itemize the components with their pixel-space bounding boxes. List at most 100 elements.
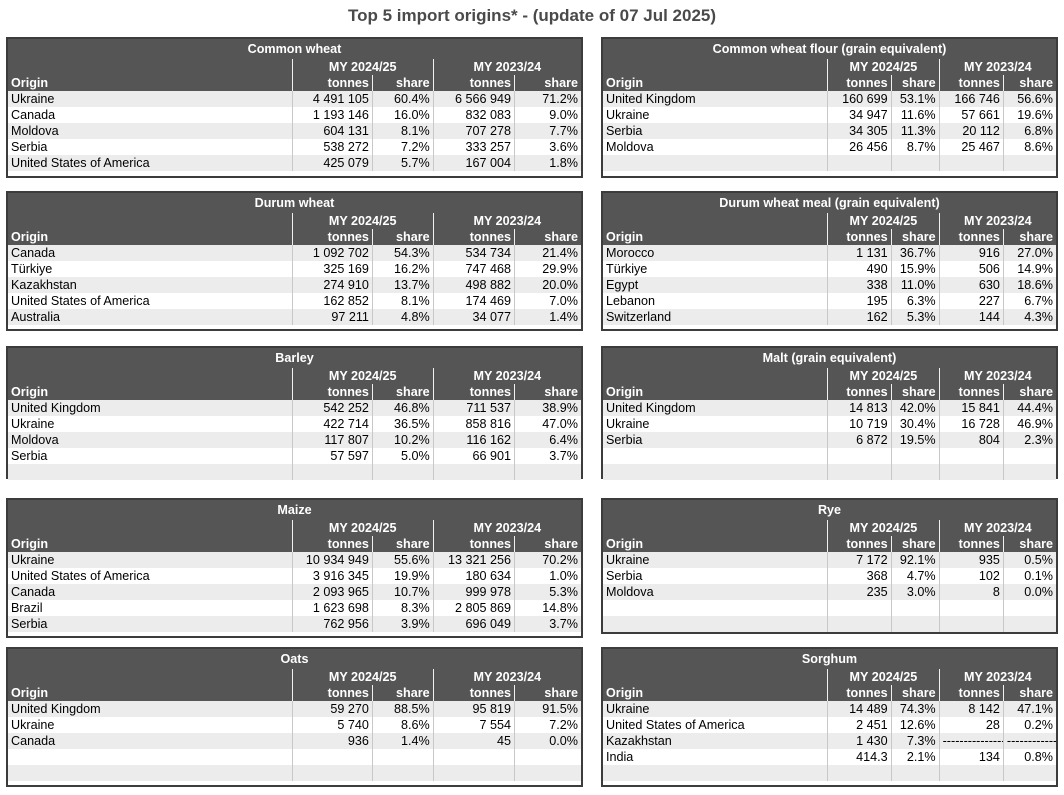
table-row: Serbia 368 4.7% 102 0.1% — [603, 568, 1056, 584]
cell-share-current: 4.8% — [371, 309, 434, 325]
import-table: Common wheat MY 2024/25 MY 2023/24 Origin to… — [8, 39, 581, 171]
table-panel-maize: Maize MY 2024/25 MY 2023/24 Origin tonnes sha… — [6, 498, 583, 638]
cell-tonnes-current: 160 699 — [827, 91, 892, 107]
header-period-previous: MY 2023/24 — [938, 59, 1056, 75]
cell-tonnes-current: 490 — [827, 261, 892, 277]
cell-origin: Switzerland — [603, 309, 828, 325]
table-row: Kazakhstan 274 910 13.7% 498 882 20.0% — [8, 277, 581, 293]
header-origin: Origin — [8, 536, 293, 552]
table-row: United States of America 425 079 5.7% 167 0… — [8, 155, 581, 171]
table-row: United States of America 3 916 345 19.9% 18… — [8, 568, 581, 584]
header-tonnes: tonnes — [827, 75, 892, 91]
cell-tonnes-current: 542 252 — [291, 400, 373, 416]
table-row: Australia 97 211 4.8% 34 077 1.4% — [8, 309, 581, 325]
cell-tonnes-previous: 858 816 — [432, 416, 515, 432]
cell-share-previous: 1.8% — [514, 155, 581, 171]
header-tonnes: tonnes — [827, 536, 892, 552]
cell-origin: Morocco — [603, 245, 828, 261]
table-row: Moldova 117 807 10.2% 116 162 6.4% — [8, 432, 581, 448]
cell-share-previous: 4.3% — [1002, 309, 1056, 325]
cell-tonnes-current: 274 910 — [291, 277, 373, 293]
cell-tonnes-current: 1 092 702 — [291, 245, 373, 261]
header-tonnes: tonnes — [938, 229, 1004, 245]
cell-share-previous — [1002, 155, 1056, 171]
header-period-current: MY 2024/25 — [827, 520, 940, 536]
cell-tonnes-current: 117 807 — [291, 432, 373, 448]
cell-tonnes-current: 604 131 — [291, 123, 373, 139]
table-row — [603, 464, 1056, 480]
cell-tonnes-previous: 506 — [938, 261, 1004, 277]
cell-share-previous: 6.8% — [1002, 123, 1056, 139]
table-row — [603, 765, 1056, 781]
cell-share-previous: 3.7% — [514, 448, 581, 464]
cell-tonnes-previous — [432, 464, 515, 480]
cell-tonnes-previous: 102 — [938, 568, 1004, 584]
table-row: Serbia 6 872 19.5% 804 2.3% — [603, 432, 1056, 448]
cell-share-previous — [1002, 616, 1056, 632]
table-row: Morocco 1 131 36.7% 916 27.0% — [603, 245, 1056, 261]
cell-origin: Serbia — [8, 616, 293, 632]
cell-tonnes-current: 538 272 — [291, 139, 373, 155]
cell-tonnes-previous: 498 882 — [432, 277, 515, 293]
header-period-current: MY 2024/25 — [291, 368, 434, 384]
cell-tonnes-previous — [938, 448, 1004, 464]
table-row — [8, 765, 581, 781]
cell-share-current: 8.3% — [371, 600, 434, 616]
header-origin: Origin — [603, 536, 828, 552]
header-period-previous: MY 2023/24 — [432, 520, 581, 536]
table-row: Serbia 57 597 5.0% 66 901 3.7% — [8, 448, 581, 464]
header-share: share — [371, 229, 434, 245]
cell-share-previous — [514, 464, 581, 480]
cell-tonnes-previous — [432, 749, 515, 765]
cell-share-current: 19.9% — [371, 568, 434, 584]
cell-tonnes-previous: 333 257 — [432, 139, 515, 155]
cell-share-current: 6.3% — [890, 293, 940, 309]
header-share: share — [1002, 384, 1056, 400]
table-row: Serbia 34 305 11.3% 20 112 6.8% — [603, 123, 1056, 139]
cell-tonnes-previous — [938, 155, 1004, 171]
header-period-current: MY 2024/25 — [291, 213, 434, 229]
cell-share-previous: 21.4% — [514, 245, 581, 261]
cell-share-current — [371, 765, 434, 781]
import-table: Malt (grain equivalent) MY 2024/25 MY 2023… — [603, 348, 1056, 480]
header-tonnes: tonnes — [432, 229, 515, 245]
cell-tonnes-current — [827, 616, 892, 632]
cell-share-previous: 7.7% — [514, 123, 581, 139]
cell-share-previous: 14.9% — [1002, 261, 1056, 277]
header-origin: Origin — [8, 384, 293, 400]
cell-share-current: 36.5% — [371, 416, 434, 432]
header-origin: Origin — [603, 229, 828, 245]
header-tonnes: tonnes — [938, 685, 1004, 701]
cell-share-current: 11.6% — [890, 107, 940, 123]
header-origin: Origin — [8, 75, 293, 91]
table-row: Canada 2 093 965 10.7% 999 978 5.3% — [8, 584, 581, 600]
header-tonnes: tonnes — [827, 384, 892, 400]
cell-share-current: 5.7% — [371, 155, 434, 171]
cell-share-current: 12.6% — [890, 717, 940, 733]
table-row: Egypt 338 11.0% 630 18.6% — [603, 277, 1056, 293]
cell-origin: United States of America — [8, 568, 293, 584]
header-period-previous: MY 2023/24 — [938, 213, 1056, 229]
cell-share-current: 53.1% — [890, 91, 940, 107]
cell-tonnes-previous: 57 661 — [938, 107, 1004, 123]
import-table: Rye MY 2024/25 MY 2023/24 Origin tonnes share… — [603, 500, 1056, 632]
header-tonnes: tonnes — [938, 536, 1004, 552]
cell-share-current — [890, 765, 940, 781]
cell-origin: Ukraine — [603, 701, 828, 717]
header-tonnes: tonnes — [291, 75, 373, 91]
cell-origin — [8, 464, 293, 480]
cell-tonnes-previous: 999 978 — [432, 584, 515, 600]
cell-origin: Canada — [8, 107, 293, 123]
cell-share-current: 10.2% — [371, 432, 434, 448]
cell-tonnes-previous: 935 — [938, 552, 1004, 568]
header-blank — [603, 213, 828, 229]
cell-tonnes-current — [291, 749, 373, 765]
table-row — [603, 616, 1056, 632]
cell-share-previous: 8.6% — [1002, 139, 1056, 155]
cell-tonnes-previous: 711 537 — [432, 400, 515, 416]
cell-share-previous: 38.9% — [514, 400, 581, 416]
cell-tonnes-current: 235 — [827, 584, 892, 600]
import-table: Oats MY 2024/25 MY 2023/24 Origin tonnes shar… — [8, 649, 581, 781]
cell-tonnes-current — [827, 765, 892, 781]
cell-origin — [8, 765, 293, 781]
